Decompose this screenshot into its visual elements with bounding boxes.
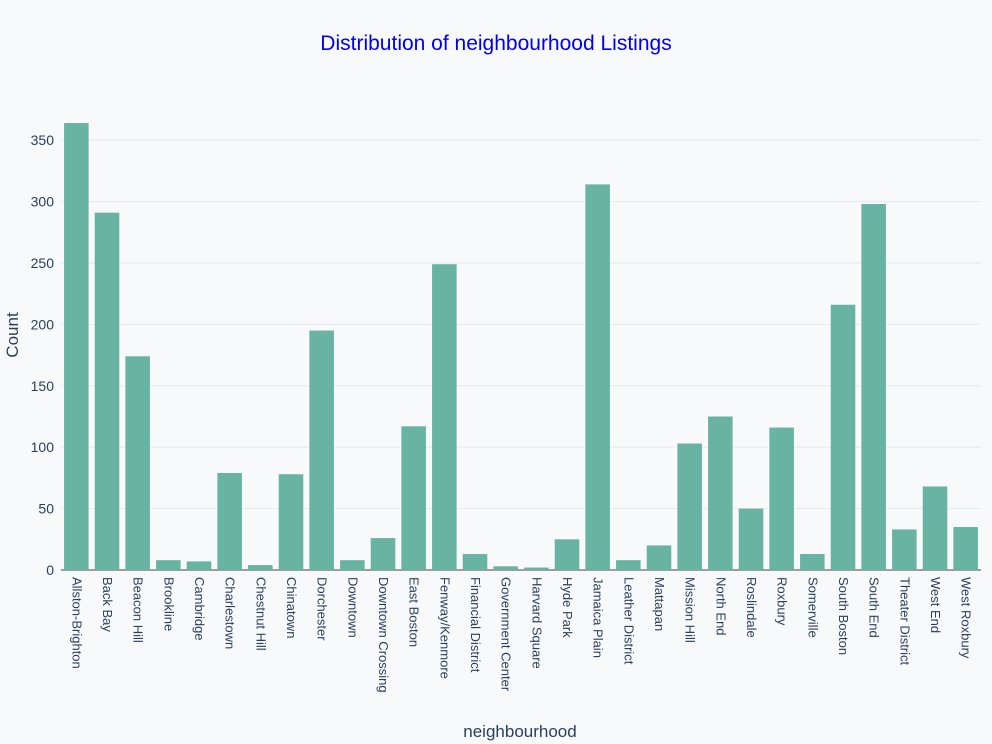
- bar-charlestown[interactable]: [217, 472, 242, 570]
- x-tick-label: Somerville: [805, 577, 820, 638]
- x-axis-label: neighbourhood: [463, 722, 576, 741]
- x-tick-label: Chestnut Hill: [253, 577, 268, 651]
- x-tick-label: East Boston: [407, 577, 422, 647]
- x-tick-label: Downtown Crossing: [376, 577, 391, 693]
- bar-downtown[interactable]: [340, 560, 365, 570]
- bar-leather-district[interactable]: [616, 560, 641, 570]
- x-tick-label: Beacon Hill: [131, 577, 146, 643]
- bar-west-end[interactable]: [922, 486, 948, 570]
- x-tick-label: Leather District: [621, 577, 636, 665]
- x-tick-label: Fenway/Kenmore: [437, 577, 452, 679]
- bar-government-center[interactable]: [493, 566, 518, 570]
- x-tick-label: Dorchester: [315, 577, 330, 641]
- bar-allston-brighton[interactable]: [64, 123, 89, 570]
- bar-dorchester[interactable]: [309, 330, 334, 570]
- x-tick-label: North End: [713, 577, 728, 636]
- bar-fenway-kenmore[interactable]: [432, 264, 457, 570]
- chart-title: Distribution of neighbourhood Listings: [320, 32, 671, 55]
- y-tick-label: 300: [31, 194, 55, 210]
- y-tick-label: 0: [46, 562, 54, 578]
- bar-harvard-square[interactable]: [524, 567, 549, 570]
- x-tick-label: Harvard Square: [529, 577, 544, 669]
- bar-mattapan[interactable]: [646, 545, 672, 570]
- x-tick-layer: Allston-Brighton Back Bay Beacon Hill Brook…: [69, 577, 973, 693]
- grid-layer: [61, 139, 981, 571]
- x-tick-label: South Boston: [836, 577, 851, 655]
- bar-back-bay[interactable]: [94, 212, 120, 570]
- x-tick-label: Back Bay: [100, 577, 115, 632]
- bar-south-end[interactable]: [861, 204, 886, 571]
- bar-hyde-park[interactable]: [554, 539, 580, 570]
- x-tick-label: South End: [867, 577, 882, 638]
- x-tick-label: Financial District: [468, 577, 483, 673]
- bar-north-end[interactable]: [708, 416, 733, 570]
- bar-jamaica-plain[interactable]: [585, 184, 610, 570]
- y-tick-label: 250: [31, 255, 55, 271]
- y-tick-label: 50: [38, 501, 54, 517]
- bar-somerville[interactable]: [800, 554, 825, 570]
- x-tick-label: Roxbury: [775, 577, 790, 626]
- y-tick-label: 200: [31, 316, 55, 332]
- bar-roxbury[interactable]: [769, 427, 794, 570]
- bar-south-boston[interactable]: [830, 304, 856, 570]
- bar-downtown-crossing[interactable]: [370, 538, 396, 570]
- bar-beacon-hill[interactable]: [125, 356, 150, 570]
- bar-chinatown[interactable]: [278, 474, 304, 570]
- bar-mission-hill[interactable]: [677, 443, 702, 570]
- y-axis-label: Count: [3, 312, 22, 358]
- y-tick-layer: 0 50 100 150 200 250 300 350: [31, 132, 55, 578]
- x-tick-label: Mattapan: [652, 577, 667, 631]
- bar-west-roxbury[interactable]: [953, 527, 978, 570]
- bar-cambridge[interactable]: [186, 561, 212, 570]
- x-tick-label: Hyde Park: [560, 577, 575, 638]
- y-tick-label: 150: [31, 378, 55, 394]
- x-tick-label: Brookline: [161, 577, 176, 631]
- y-tick-label: 350: [31, 132, 55, 148]
- x-tick-label: Allston-Brighton: [69, 577, 84, 669]
- x-tick-label: Theater District: [897, 577, 912, 666]
- x-tick-label: Mission Hill: [683, 577, 698, 643]
- bar-chestnut-hill[interactable]: [248, 565, 273, 570]
- x-tick-label: Chinatown: [284, 577, 299, 638]
- x-tick-label: Roslindale: [744, 577, 759, 638]
- x-tick-label: West Roxbury: [959, 577, 974, 659]
- y-tick-label: 100: [31, 439, 55, 455]
- x-tick-label: Charlestown: [223, 577, 238, 649]
- bar-east-boston[interactable]: [401, 426, 426, 570]
- bar-roslindale[interactable]: [738, 508, 764, 570]
- bar-layer: [64, 123, 978, 571]
- bar-financial-district[interactable]: [462, 554, 488, 570]
- x-tick-label: Downtown: [345, 577, 360, 638]
- x-tick-label: Jamaica Plain: [591, 577, 606, 658]
- bar-theater-district[interactable]: [892, 529, 917, 570]
- bar-brookline[interactable]: [156, 560, 181, 570]
- x-tick-label: Government Center: [499, 577, 514, 692]
- x-tick-label: West End: [928, 577, 943, 633]
- x-tick-label: Cambridge: [192, 577, 207, 641]
